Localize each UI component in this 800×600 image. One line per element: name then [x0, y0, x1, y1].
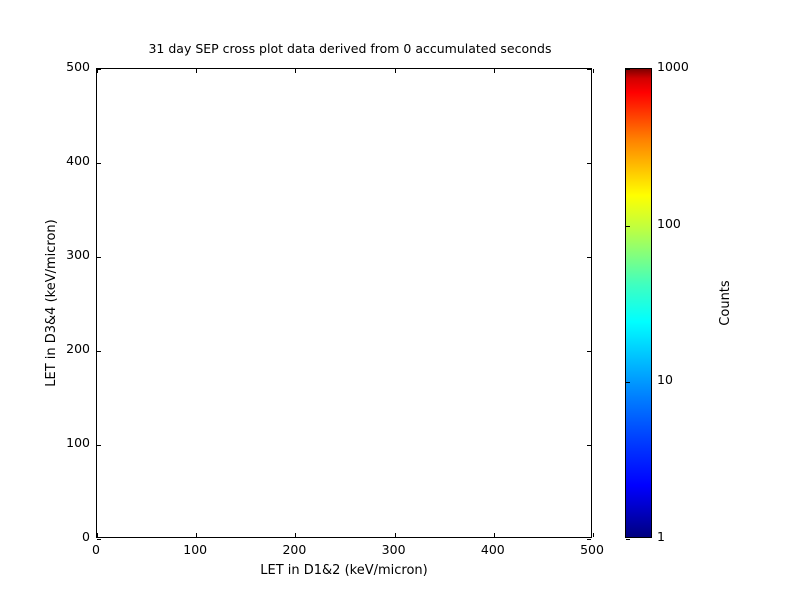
x-axis-tick: [97, 533, 98, 537]
plot-area: [96, 68, 594, 540]
x-axis-tick-label: 0: [92, 542, 100, 557]
y-axis-tick: [97, 257, 101, 258]
colorbar-gradient: [625, 68, 652, 540]
x-axis-tick-label: 500: [580, 542, 604, 557]
colorbar-tick-label-text: 100: [657, 215, 681, 231]
y-axis-tick-label-text: 100: [66, 435, 90, 450]
y-axis-tick-label-text: 300: [66, 247, 90, 262]
y-axis-tick: [97, 351, 101, 352]
y-axis-tick: [97, 445, 101, 446]
colorbar-tick: [626, 539, 630, 540]
y-axis-tick-label-text: 0: [82, 529, 90, 544]
y-axis-label: LET in D3&4 (keV/micron): [44, 219, 59, 387]
y-axis-tick-label-text: 400: [66, 153, 90, 168]
colorbar-tick-label-text: 1000: [657, 59, 689, 74]
x-axis-tick-top: [593, 69, 594, 73]
colorbar-tick-label-text: 1: [657, 529, 665, 544]
y-axis-tick-right: [587, 539, 591, 540]
x-axis-tick-label: 300: [381, 542, 406, 557]
colorbar-tick: [626, 69, 630, 70]
x-axis-tick-top: [97, 69, 98, 73]
colorbar-label: Counts: [718, 280, 733, 326]
x-axis-tick-top: [196, 69, 198, 73]
x-axis-tick: [593, 533, 594, 537]
y-axis-tick-right: [587, 351, 591, 352]
x-axis-tick-label: 400: [480, 542, 505, 557]
x-axis-tick: [295, 533, 297, 537]
y-axis-tick: [97, 163, 101, 164]
x-axis-tick-label: 100: [183, 542, 208, 557]
x-axis-tick-top: [493, 69, 495, 73]
x-axis-tick-top: [295, 69, 297, 73]
colorbar-tick: [626, 225, 630, 227]
x-axis-tick-label: 200: [282, 542, 307, 557]
x-axis-label: LET in D1&2 (keV/micron): [260, 563, 428, 578]
y-axis-tick: [97, 69, 101, 70]
x-axis-tick: [394, 533, 396, 537]
y-axis-tick: [97, 539, 101, 540]
x-axis-tick: [196, 533, 198, 537]
x-axis-tick: [493, 533, 495, 537]
y-axis-tick-label-text: 200: [66, 341, 90, 356]
y-axis-tick-right: [587, 69, 591, 70]
colorbar-tick: [626, 382, 630, 384]
x-axis-tick-top: [394, 69, 396, 73]
y-axis-tick-label-text: 500: [66, 59, 90, 74]
plot-title-line-1: 31 day SEP cross plot data derived from …: [148, 41, 552, 56]
colorbar-tick-label-text: 10: [657, 372, 673, 388]
y-axis-tick-right: [587, 445, 591, 446]
y-axis-tick-right: [587, 163, 591, 164]
y-axis-tick-right: [587, 257, 591, 258]
